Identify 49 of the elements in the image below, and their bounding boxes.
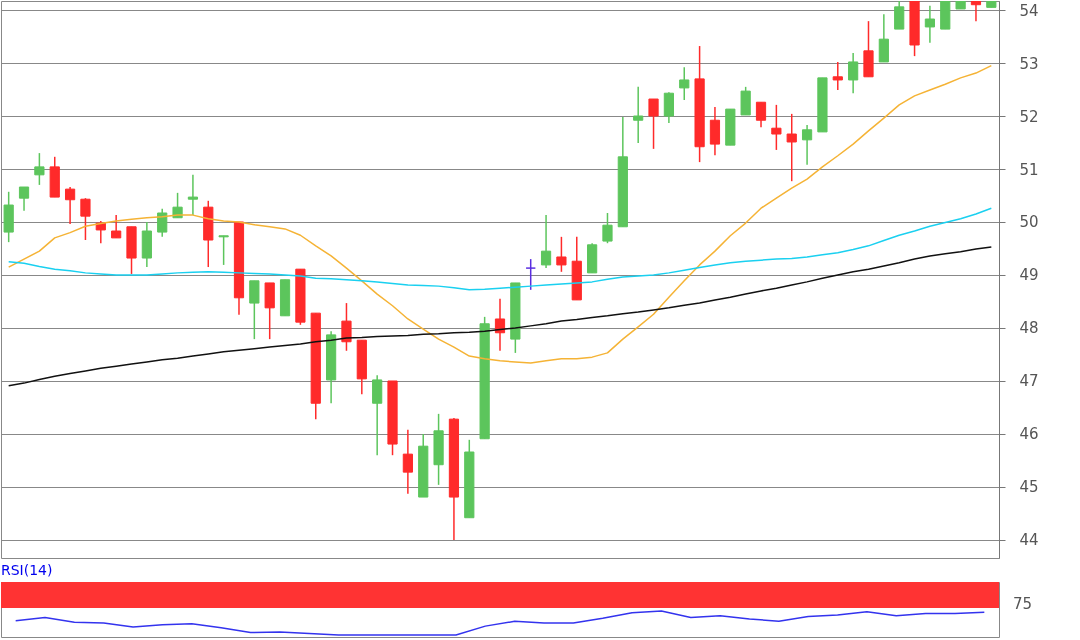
candlestick xyxy=(80,197,91,241)
candlestick xyxy=(894,1,905,30)
candlestick xyxy=(157,208,168,238)
candlestick xyxy=(341,302,352,352)
candlestick xyxy=(771,104,782,151)
line-series xyxy=(7,64,993,364)
candlestick xyxy=(878,13,889,63)
line-series xyxy=(7,207,993,291)
candlestick xyxy=(679,66,690,101)
candlestick xyxy=(848,52,859,94)
candlestick xyxy=(64,186,76,225)
candlestick xyxy=(540,214,552,269)
candlestick xyxy=(18,186,30,212)
line-series xyxy=(7,246,993,387)
candlestick xyxy=(556,236,567,273)
y-tick-label: 45 xyxy=(1019,478,1039,497)
candlestick xyxy=(187,174,199,216)
y-tick-label: 52 xyxy=(1019,107,1039,126)
text: 75 xyxy=(1013,595,1033,613)
candlestick xyxy=(249,280,260,340)
y-tick-label: 48 xyxy=(1019,319,1039,338)
candlestick xyxy=(663,91,674,124)
y-tick-label: 50 xyxy=(1019,213,1039,232)
y-tick-label: 53 xyxy=(1019,54,1039,73)
candlestick xyxy=(525,258,536,291)
candlestick xyxy=(111,214,122,239)
y-tick-label: 51 xyxy=(1019,160,1039,179)
candlestick xyxy=(633,86,644,144)
chart-title: RSI(14) xyxy=(1,562,53,578)
candlestick xyxy=(494,298,506,352)
candlestick xyxy=(740,86,751,116)
y-tick-label: 54 xyxy=(1019,1,1039,20)
candlestick xyxy=(801,124,813,166)
y-tick-label: 49 xyxy=(1019,266,1039,285)
y-tick-label: 46 xyxy=(1019,425,1039,444)
candlestick xyxy=(648,98,659,150)
candlestick xyxy=(709,106,721,156)
candlestick xyxy=(34,152,45,186)
candlestick xyxy=(970,1,982,22)
candlestick xyxy=(924,5,936,44)
candlestick xyxy=(372,374,383,456)
candlestick xyxy=(402,429,413,495)
candlestick xyxy=(832,61,843,91)
candlestick xyxy=(218,235,229,266)
y-tick-label: 47 xyxy=(1019,372,1039,391)
candlestick xyxy=(786,113,797,182)
candlestick xyxy=(755,101,767,128)
y-tick-label: 44 xyxy=(1019,531,1039,550)
candlestick xyxy=(602,212,613,244)
